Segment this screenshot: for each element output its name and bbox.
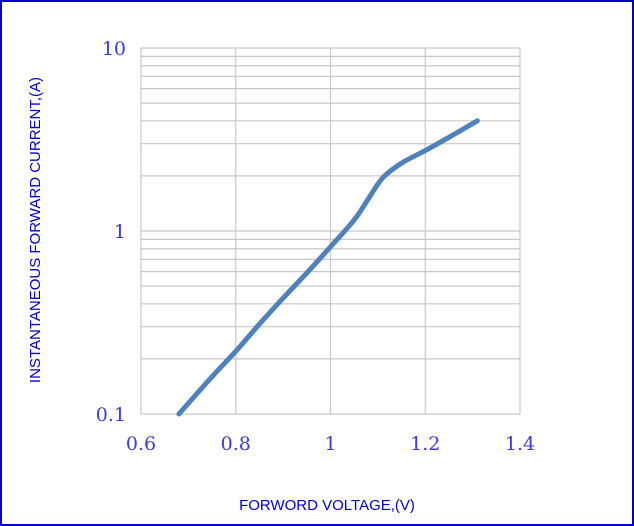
y-tick-label: 10 [102,38,126,60]
x-tick-label: 1 [324,433,336,455]
y-tick-label: 0.1 [96,404,126,426]
tick-labels: 0.6 0.8 1 1.2 1.4 0.1 1 10 [96,38,535,455]
x-tick-label: 1.4 [505,433,535,455]
series-layer [176,118,480,417]
x-tick-label: 1.2 [410,433,440,455]
y-axis-title: INSTANTANEOUS FORWARD CURRENT,(A) [27,77,44,383]
grid [140,47,521,415]
x-axis-title: FORWORD VOLTAGE,(V) [239,497,415,514]
x-tick-label: 0.8 [221,433,251,455]
series-line [176,118,480,417]
y-tick-label: 1 [114,221,126,243]
x-tick-label: 0.6 [126,433,156,455]
